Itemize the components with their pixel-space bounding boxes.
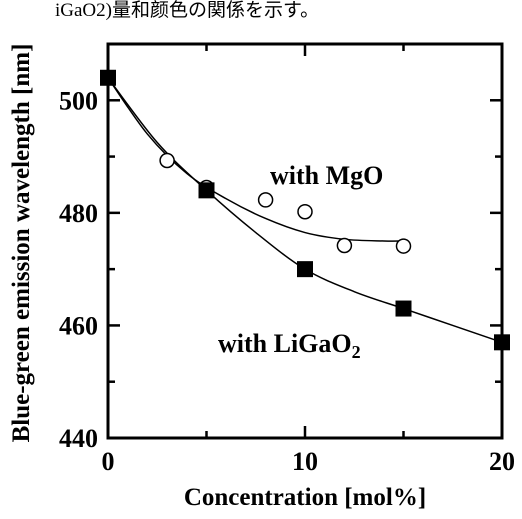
ligao2-data-point bbox=[494, 334, 510, 351]
mgo-data-point bbox=[257, 192, 274, 208]
ligao2-data-point bbox=[198, 182, 215, 199]
mgo-data-point bbox=[159, 152, 175, 169]
x-tick-label: 20 bbox=[489, 447, 515, 476]
y-tick-label: 500 bbox=[59, 86, 98, 115]
caption-fragment: iGaO2)量和颜色の関係を示す。 bbox=[55, 0, 319, 21]
y-tick-label: 460 bbox=[59, 311, 98, 340]
data-markers bbox=[100, 69, 510, 351]
x-axis-label: Concentration [mol%] bbox=[184, 484, 426, 511]
series-label-with-ligao2: with LiGaO2 bbox=[218, 329, 361, 362]
plot-frame bbox=[106, 42, 504, 440]
y-tick-label: 480 bbox=[59, 199, 98, 228]
x-tick-label: 10 bbox=[292, 447, 318, 476]
mgo-data-point bbox=[336, 237, 353, 254]
mgo-data-point bbox=[395, 238, 412, 254]
ligao2-data-point bbox=[297, 261, 313, 278]
series-label-with-mgo: with MgO bbox=[270, 161, 383, 190]
y-tick-label: 440 bbox=[59, 424, 98, 453]
series-label-ligao-main: with LiGaO bbox=[218, 329, 352, 358]
mgo-data-point bbox=[297, 203, 313, 220]
x-tick-label: 0 bbox=[102, 447, 115, 476]
ligao2-data-point bbox=[395, 300, 412, 317]
series-label-ligao-subscript: 2 bbox=[352, 342, 361, 362]
y-axis-label: Blue-green emission wavelength [nm] bbox=[8, 44, 35, 443]
axis-ticks: 0 10 20 440 460 480 500 bbox=[59, 44, 515, 476]
ligao2-data-point bbox=[100, 69, 116, 86]
fit-curve-with-mgo bbox=[107, 77, 404, 242]
